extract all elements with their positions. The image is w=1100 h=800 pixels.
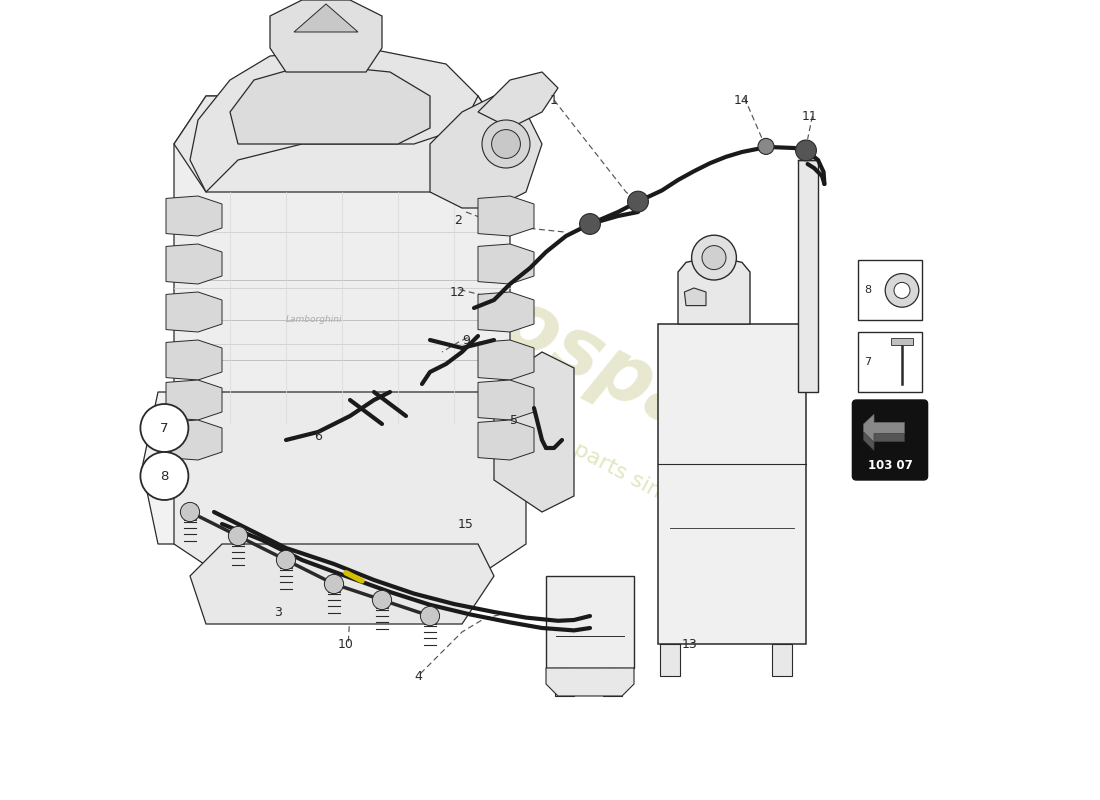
Circle shape	[373, 590, 392, 610]
Polygon shape	[174, 96, 510, 424]
Polygon shape	[280, 552, 292, 568]
Polygon shape	[864, 432, 904, 450]
Polygon shape	[174, 96, 510, 192]
Polygon shape	[270, 0, 382, 72]
Polygon shape	[798, 160, 818, 392]
Polygon shape	[546, 576, 634, 668]
Polygon shape	[425, 608, 436, 624]
Text: 10: 10	[338, 638, 354, 650]
Circle shape	[628, 191, 648, 212]
Circle shape	[276, 550, 296, 570]
Polygon shape	[478, 72, 558, 128]
Circle shape	[229, 526, 248, 546]
Text: 14: 14	[734, 94, 750, 106]
Polygon shape	[658, 324, 806, 644]
Circle shape	[482, 120, 530, 168]
Text: 11: 11	[802, 110, 818, 122]
Polygon shape	[166, 340, 222, 380]
Polygon shape	[166, 420, 222, 460]
Circle shape	[580, 214, 601, 234]
Circle shape	[702, 246, 726, 270]
Polygon shape	[478, 292, 534, 332]
Polygon shape	[232, 528, 243, 544]
Text: 4: 4	[414, 670, 422, 682]
Polygon shape	[478, 196, 534, 236]
Polygon shape	[660, 644, 680, 676]
Circle shape	[324, 574, 343, 594]
FancyBboxPatch shape	[858, 260, 922, 320]
Circle shape	[886, 274, 918, 307]
Text: 15: 15	[458, 518, 474, 530]
Text: eurospars: eurospars	[355, 211, 793, 493]
Circle shape	[141, 404, 188, 452]
Circle shape	[795, 140, 816, 161]
Polygon shape	[166, 244, 222, 284]
Text: 5: 5	[510, 414, 518, 426]
Polygon shape	[678, 256, 750, 324]
Polygon shape	[174, 392, 526, 576]
Text: 2: 2	[454, 214, 462, 226]
Polygon shape	[603, 668, 622, 696]
Polygon shape	[185, 504, 196, 520]
Text: 8: 8	[161, 470, 168, 482]
Circle shape	[420, 606, 440, 626]
Polygon shape	[376, 592, 387, 608]
Text: 7: 7	[161, 422, 168, 434]
Text: 6: 6	[315, 430, 322, 442]
Text: 12: 12	[450, 286, 466, 298]
Circle shape	[894, 282, 910, 298]
Polygon shape	[684, 288, 706, 306]
Text: 3: 3	[274, 606, 282, 618]
Text: 7: 7	[865, 357, 871, 366]
Polygon shape	[142, 392, 526, 544]
Polygon shape	[230, 64, 430, 144]
Polygon shape	[478, 420, 534, 460]
Polygon shape	[294, 4, 358, 32]
Text: 13: 13	[682, 638, 697, 650]
Circle shape	[692, 235, 736, 280]
Polygon shape	[864, 414, 904, 442]
FancyBboxPatch shape	[852, 400, 927, 480]
Text: Lamborghini: Lamborghini	[286, 315, 342, 325]
Circle shape	[180, 502, 199, 522]
Polygon shape	[166, 380, 222, 420]
Polygon shape	[430, 96, 542, 208]
FancyBboxPatch shape	[858, 332, 922, 392]
Text: 1: 1	[550, 94, 558, 106]
Circle shape	[141, 452, 188, 500]
Polygon shape	[891, 338, 913, 345]
Polygon shape	[329, 576, 340, 592]
Polygon shape	[478, 380, 534, 420]
Polygon shape	[166, 292, 222, 332]
Circle shape	[492, 130, 520, 158]
Text: 8: 8	[865, 286, 871, 295]
Polygon shape	[478, 340, 534, 380]
Polygon shape	[166, 196, 222, 236]
Polygon shape	[190, 544, 494, 624]
Polygon shape	[494, 352, 574, 512]
Polygon shape	[554, 668, 574, 696]
Text: a passion for parts since 1985: a passion for parts since 1985	[437, 368, 744, 544]
Circle shape	[758, 138, 774, 154]
Text: 103 07: 103 07	[868, 459, 912, 472]
Polygon shape	[190, 48, 478, 192]
Polygon shape	[478, 244, 534, 284]
Text: 9: 9	[462, 334, 470, 346]
Polygon shape	[546, 668, 634, 696]
Polygon shape	[772, 644, 792, 676]
